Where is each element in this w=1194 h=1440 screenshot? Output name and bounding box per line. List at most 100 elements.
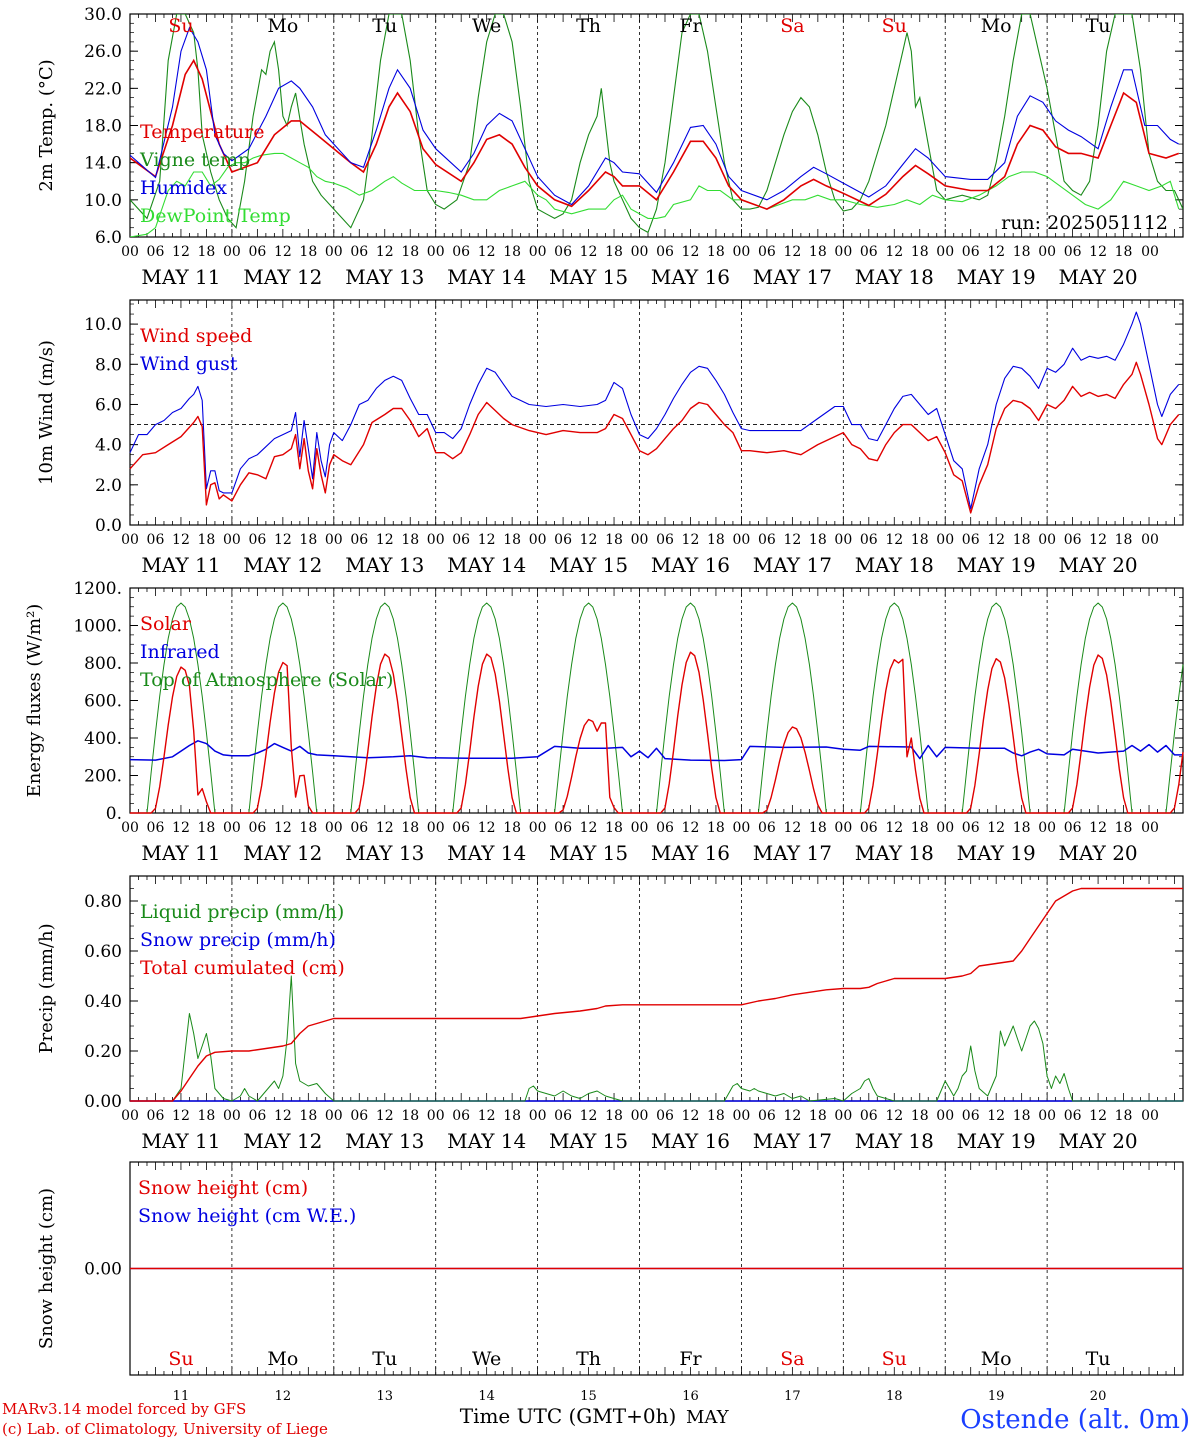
- hour-tick-label: 12: [682, 1108, 700, 1124]
- hour-tick-label: 18: [911, 1108, 929, 1124]
- hour-tick-label: 00: [733, 244, 751, 260]
- hour-tick-label: 06: [452, 1108, 470, 1124]
- y-tick-label: 30.0: [84, 5, 122, 25]
- hour-tick-label: 00: [834, 532, 852, 548]
- hour-tick-label: 12: [580, 820, 598, 836]
- date-label: MAY 13: [345, 841, 424, 865]
- y-tick-label: 1000.: [73, 617, 122, 637]
- hour-tick-label: 00: [325, 1108, 343, 1124]
- hour-tick-label: 06: [758, 244, 776, 260]
- hour-tick-label: 06: [962, 1108, 980, 1124]
- hour-tick-label: 06: [452, 820, 470, 836]
- hour-tick-label: 18: [1013, 820, 1031, 836]
- y-tick-label: 22.0: [84, 79, 122, 99]
- text-layer: 6.0 10.0 14.0 18.0 22.0 26.0 30.0 2m Temp. (°C)…: [24, 5, 1168, 1404]
- hour-tick-label: 18: [605, 244, 623, 260]
- hour-tick-label: 18: [198, 1108, 216, 1124]
- hour-tick-label: 06: [452, 244, 470, 260]
- weekday-label: Mo: [981, 1348, 1012, 1370]
- hour-tick-label: 06: [962, 244, 980, 260]
- hour-tick-label: 00: [631, 820, 649, 836]
- hour-tick-label: 12: [1089, 532, 1107, 548]
- series-line: [129, 740, 1183, 762]
- date-label: MAY 17: [753, 841, 832, 865]
- y-tick-label: 400.: [84, 729, 122, 749]
- weekday-label: Fr: [679, 1348, 702, 1370]
- hour-tick-label: 00: [529, 532, 547, 548]
- hour-tick-label: 12: [478, 244, 496, 260]
- hour-tick-label: 06: [656, 1108, 674, 1124]
- weekday-label: We: [472, 1348, 501, 1370]
- hour-tick-label: 00: [1141, 244, 1159, 260]
- hour-tick-label: 18: [1115, 532, 1133, 548]
- hour-tick-label: 18: [198, 244, 216, 260]
- hour-tick-label: 12: [682, 820, 700, 836]
- weekday-label: Tu: [372, 1348, 397, 1370]
- hour-tick-label: 18: [503, 820, 521, 836]
- hour-tick-label: 00: [121, 820, 139, 836]
- hour-tick-label: 12: [376, 532, 394, 548]
- hour-tick-label: 00: [733, 1108, 751, 1124]
- y-tick-label: 6.0: [95, 395, 122, 415]
- date-label: MAY 13: [345, 265, 424, 289]
- hour-tick-label: 12: [987, 1108, 1005, 1124]
- hour-tick-label: 06: [656, 820, 674, 836]
- date-label: MAY 18: [855, 1129, 934, 1153]
- weekday-label: We: [472, 15, 501, 37]
- hour-tick-label: 06: [248, 244, 266, 260]
- y-tick-label: 14.0: [84, 154, 122, 174]
- series-line: [129, 361, 1180, 514]
- date-label: MAY 18: [855, 841, 934, 865]
- y-tick-label: 2.0: [95, 476, 122, 496]
- hour-tick-label: 18: [198, 532, 216, 548]
- weekday-label: Mo: [267, 1348, 298, 1370]
- hour-tick-label: 00: [1038, 244, 1056, 260]
- date-label: MAY 15: [549, 841, 628, 865]
- date-label: MAY 15: [549, 265, 628, 289]
- hour-tick-label: 12: [580, 244, 598, 260]
- hour-tick-label: 18: [605, 532, 623, 548]
- footer-month: MAY: [686, 1407, 730, 1428]
- date-label: MAY 11: [141, 1129, 220, 1153]
- plot-frame: [129, 587, 1184, 814]
- hour-tick-label: 18: [401, 532, 419, 548]
- hour-tick-label: 00: [529, 1108, 547, 1124]
- plot-frame: [129, 13, 1184, 238]
- hour-tick-label: 06: [554, 244, 572, 260]
- hour-tick-label: 12: [580, 1108, 598, 1124]
- footer-layer: Time UTC (GMT+0h) MAY MARv3.14 model for…: [2, 1400, 1190, 1438]
- y-tick-label: 4.0: [95, 436, 122, 456]
- hour-tick-label: 00: [1141, 532, 1159, 548]
- hour-tick-label: 12: [885, 532, 903, 548]
- hour-tick-label: 12: [376, 1108, 394, 1124]
- series-layer: [129, 14, 1184, 1270]
- date-label: MAY 19: [957, 1129, 1036, 1153]
- hour-tick-label: 00: [223, 1108, 241, 1124]
- hour-tick-label: 18: [605, 1108, 623, 1124]
- hour-tick-label: 00: [325, 244, 343, 260]
- hour-tick-label: 12: [987, 244, 1005, 260]
- hour-tick-label: 06: [554, 820, 572, 836]
- hour-tick-label: 18: [707, 820, 725, 836]
- hour-tick-label: 12: [478, 820, 496, 836]
- day-number-label: 20: [1090, 1389, 1107, 1404]
- hour-tick-label: 12: [885, 1108, 903, 1124]
- date-label: MAY 20: [1059, 841, 1138, 865]
- hour-tick-label: 18: [809, 532, 827, 548]
- hour-tick-label: 18: [299, 820, 317, 836]
- legend-entry: Solar: [140, 613, 192, 635]
- hour-tick-label: 06: [962, 532, 980, 548]
- hour-tick-label: 06: [656, 532, 674, 548]
- hour-tick-label: 12: [274, 820, 292, 836]
- hour-tick-label: 06: [1064, 820, 1082, 836]
- y-tick-label: 0.0: [95, 516, 122, 536]
- hour-tick-label: 18: [299, 1108, 317, 1124]
- day-number-label: 18: [886, 1389, 903, 1404]
- hour-tick-label: 00: [733, 820, 751, 836]
- station-name: Ostende (alt. 0m): [960, 1405, 1190, 1435]
- hour-tick-label: 06: [147, 1108, 165, 1124]
- hour-tick-label: 00: [936, 820, 954, 836]
- hour-tick-label: 06: [350, 532, 368, 548]
- legend-entry: Humidex: [140, 177, 227, 199]
- hour-tick-label: 18: [1013, 532, 1031, 548]
